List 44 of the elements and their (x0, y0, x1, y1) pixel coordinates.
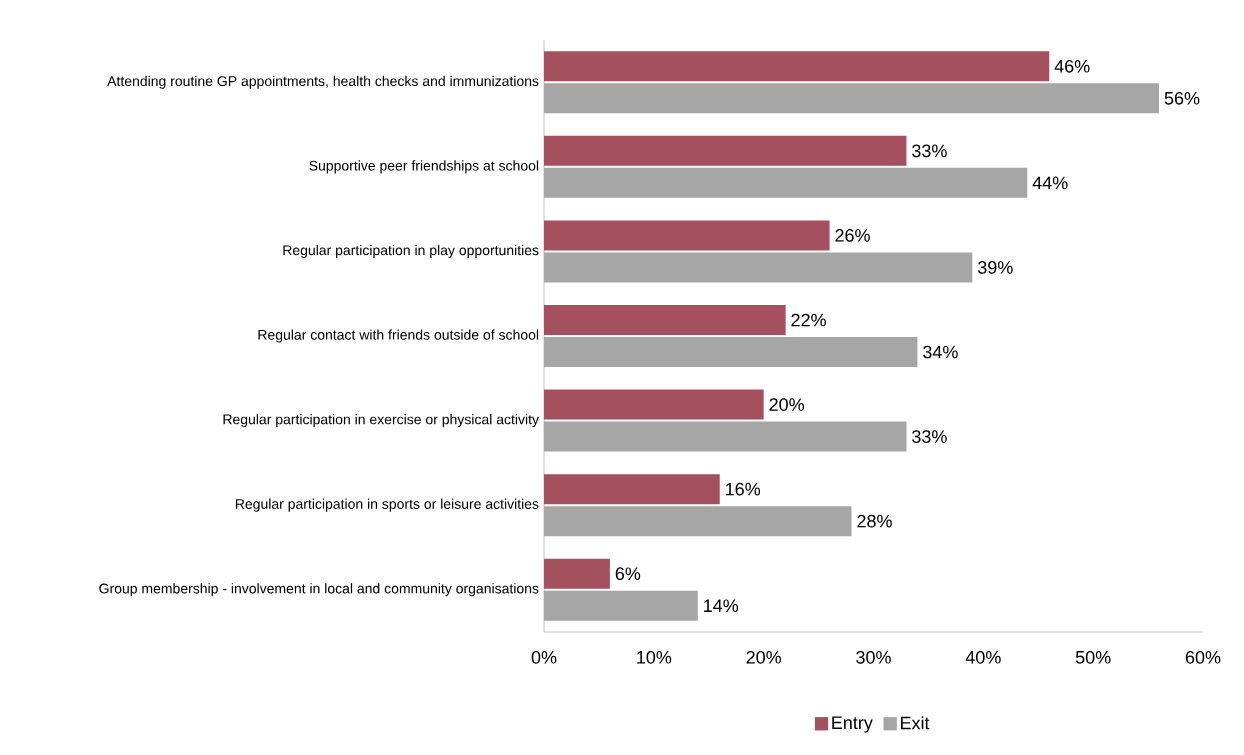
data-label: 44% (1032, 176, 1068, 190)
bar (544, 337, 918, 367)
bar (544, 83, 1160, 114)
bar (544, 135, 907, 166)
data-label: 14% (704, 599, 739, 612)
x-tick-label: 30% (856, 650, 891, 664)
y-tick-label: Regular participation in play opportunities (283, 244, 539, 258)
bar (544, 389, 764, 420)
x-tick-label: 60% (1185, 650, 1221, 664)
y-tick-label: Regular contact with friends outside of school (258, 329, 539, 343)
y-tick-label: Regular participation in sports or leisure activities (235, 498, 539, 512)
y-tick-label: Supportive peer friendships at school (309, 160, 539, 174)
bar (544, 51, 1050, 82)
x-tick-label: 0% (531, 650, 557, 664)
x-tick-label: 50% (1075, 650, 1111, 664)
x-tick-label: 20% (746, 650, 782, 664)
bar (544, 506, 852, 537)
data-label: 28% (857, 514, 892, 528)
bar (544, 590, 698, 621)
data-label: 46% (1054, 59, 1090, 73)
data-label: 22% (791, 313, 826, 327)
data-label: 16% (726, 482, 761, 496)
legend-label: Entry (832, 716, 873, 733)
data-label: 56% (1164, 91, 1200, 105)
x-tick-label: 40% (965, 650, 1001, 664)
data-label: 26% (835, 229, 870, 242)
bar (544, 421, 907, 452)
y-tick-label: Regular participation in exercise or physical activity (223, 414, 539, 428)
y-tick-label: Attending routine GP appointments, health checks and immunizations (107, 75, 539, 89)
data-label: 34% (923, 345, 958, 359)
data-label: 33% (912, 144, 947, 158)
data-label: 6% (615, 567, 641, 581)
bar (544, 220, 830, 251)
bar (544, 474, 720, 505)
legend-label: Exit (900, 716, 930, 730)
bar (544, 167, 1028, 198)
data-label: 39% (977, 261, 1013, 274)
bar (544, 252, 973, 283)
y-tick-label: Group membership - involvement in local and community organisations (99, 583, 539, 597)
data-label: 33% (912, 430, 947, 443)
bar (544, 558, 610, 589)
data-label: 20% (769, 398, 804, 411)
bar (544, 304, 786, 335)
x-tick-label: 10% (637, 650, 672, 664)
